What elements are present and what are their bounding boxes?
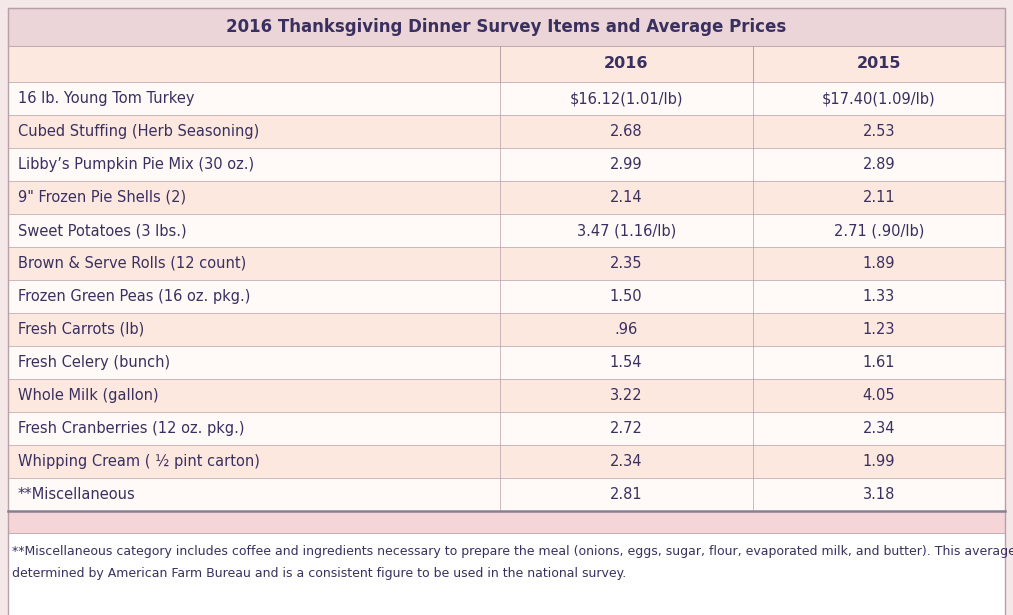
Text: 2.11: 2.11 bbox=[862, 190, 895, 205]
Text: 1.61: 1.61 bbox=[863, 355, 895, 370]
Bar bbox=[8, 214, 1005, 247]
Bar bbox=[8, 379, 1005, 412]
Text: determined by American Farm Bureau and is a consistent figure to be used in the : determined by American Farm Bureau and i… bbox=[12, 566, 626, 579]
Bar bbox=[8, 533, 1005, 615]
Text: 2.72: 2.72 bbox=[610, 421, 642, 436]
Text: Sweet Potatoes (3 lbs.): Sweet Potatoes (3 lbs.) bbox=[18, 223, 186, 238]
Text: 2.34: 2.34 bbox=[610, 454, 642, 469]
Text: 2.71 (.90/lb): 2.71 (.90/lb) bbox=[834, 223, 924, 238]
Text: 1.23: 1.23 bbox=[863, 322, 895, 337]
Text: **Miscellaneous: **Miscellaneous bbox=[18, 487, 136, 502]
Text: 1.54: 1.54 bbox=[610, 355, 642, 370]
Text: 2.81: 2.81 bbox=[610, 487, 642, 502]
Bar bbox=[8, 346, 1005, 379]
Bar bbox=[8, 8, 1005, 46]
Text: Fresh Cranberries (12 oz. pkg.): Fresh Cranberries (12 oz. pkg.) bbox=[18, 421, 244, 436]
Text: 4.05: 4.05 bbox=[862, 388, 895, 403]
Text: Whole Milk (gallon): Whole Milk (gallon) bbox=[18, 388, 159, 403]
Bar bbox=[8, 82, 1005, 115]
Text: 2.89: 2.89 bbox=[862, 157, 895, 172]
Text: Cubed Stuffing (Herb Seasoning): Cubed Stuffing (Herb Seasoning) bbox=[18, 124, 259, 139]
Text: 2.35: 2.35 bbox=[610, 256, 642, 271]
Bar bbox=[8, 412, 1005, 445]
Bar bbox=[8, 115, 1005, 148]
Text: 2.14: 2.14 bbox=[610, 190, 642, 205]
Text: 2015: 2015 bbox=[857, 57, 902, 71]
Text: 2.99: 2.99 bbox=[610, 157, 642, 172]
Text: Whipping Cream ( ½ pint carton): Whipping Cream ( ½ pint carton) bbox=[18, 454, 260, 469]
Text: Libby’s Pumpkin Pie Mix (30 oz.): Libby’s Pumpkin Pie Mix (30 oz.) bbox=[18, 157, 254, 172]
Bar bbox=[8, 181, 1005, 214]
Text: 2016 Thanksgiving Dinner Survey Items and Average Prices: 2016 Thanksgiving Dinner Survey Items an… bbox=[226, 18, 787, 36]
Bar bbox=[8, 478, 1005, 511]
Text: 2.34: 2.34 bbox=[863, 421, 895, 436]
Text: 2016: 2016 bbox=[604, 57, 648, 71]
Text: 2.53: 2.53 bbox=[863, 124, 895, 139]
Bar bbox=[8, 445, 1005, 478]
Text: 1.89: 1.89 bbox=[863, 256, 895, 271]
Text: 1.99: 1.99 bbox=[863, 454, 895, 469]
Bar bbox=[8, 247, 1005, 280]
Text: Fresh Celery (bunch): Fresh Celery (bunch) bbox=[18, 355, 170, 370]
Bar bbox=[8, 148, 1005, 181]
Text: 1.33: 1.33 bbox=[863, 289, 895, 304]
Bar bbox=[8, 46, 1005, 82]
Text: 9" Frozen Pie Shells (2): 9" Frozen Pie Shells (2) bbox=[18, 190, 186, 205]
Text: $17.40(1.09/lb): $17.40(1.09/lb) bbox=[823, 91, 936, 106]
Text: Fresh Carrots (lb): Fresh Carrots (lb) bbox=[18, 322, 144, 337]
Text: 1.50: 1.50 bbox=[610, 289, 642, 304]
Text: 2.68: 2.68 bbox=[610, 124, 642, 139]
Text: 16 lb. Young Tom Turkey: 16 lb. Young Tom Turkey bbox=[18, 91, 194, 106]
Text: 3.22: 3.22 bbox=[610, 388, 642, 403]
Text: 3.18: 3.18 bbox=[863, 487, 895, 502]
Text: 3.47 (1.16/lb): 3.47 (1.16/lb) bbox=[576, 223, 676, 238]
Text: **Miscellaneous category includes coffee and ingredients necessary to prepare th: **Miscellaneous category includes coffee… bbox=[12, 544, 1013, 558]
Text: .96: .96 bbox=[615, 322, 638, 337]
Text: Frozen Green Peas (16 oz. pkg.): Frozen Green Peas (16 oz. pkg.) bbox=[18, 289, 250, 304]
Text: Brown & Serve Rolls (12 count): Brown & Serve Rolls (12 count) bbox=[18, 256, 246, 271]
Bar bbox=[8, 280, 1005, 313]
Text: $16.12(1.01/lb): $16.12(1.01/lb) bbox=[569, 91, 683, 106]
Bar bbox=[8, 511, 1005, 533]
Bar bbox=[8, 313, 1005, 346]
